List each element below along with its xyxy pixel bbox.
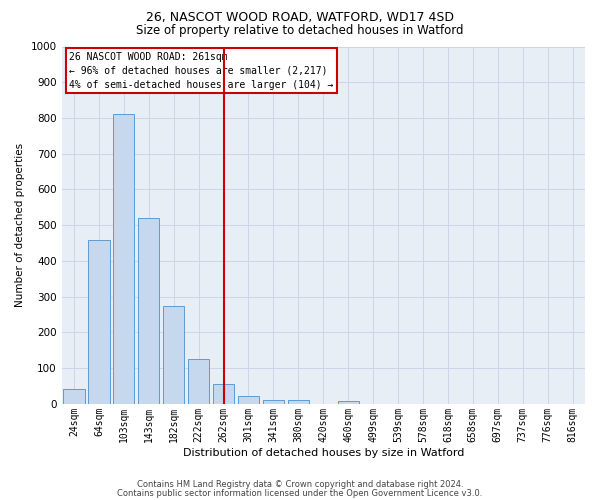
Bar [213,384,234,404]
Text: Contains HM Land Registry data © Crown copyright and database right 2024.: Contains HM Land Registry data © Crown c… [137,480,463,489]
Bar [163,306,184,404]
Text: Size of property relative to detached houses in Watford: Size of property relative to detached ho… [136,24,464,37]
Bar [263,400,284,404]
Text: Contains public sector information licensed under the Open Government Licence v3: Contains public sector information licen… [118,488,482,498]
Bar [338,401,359,404]
Bar [238,396,259,404]
X-axis label: Distribution of detached houses by size in Watford: Distribution of detached houses by size … [182,448,464,458]
Bar [88,240,110,404]
Text: 26, NASCOT WOOD ROAD, WATFORD, WD17 4SD: 26, NASCOT WOOD ROAD, WATFORD, WD17 4SD [146,11,454,24]
Bar [64,388,85,404]
Text: 26 NASCOT WOOD ROAD: 261sqm
← 96% of detached houses are smaller (2,217)
4% of s: 26 NASCOT WOOD ROAD: 261sqm ← 96% of det… [70,52,334,90]
Bar [138,218,160,404]
Bar [288,400,309,404]
Bar [113,114,134,404]
Bar [188,359,209,404]
Y-axis label: Number of detached properties: Number of detached properties [15,143,25,308]
